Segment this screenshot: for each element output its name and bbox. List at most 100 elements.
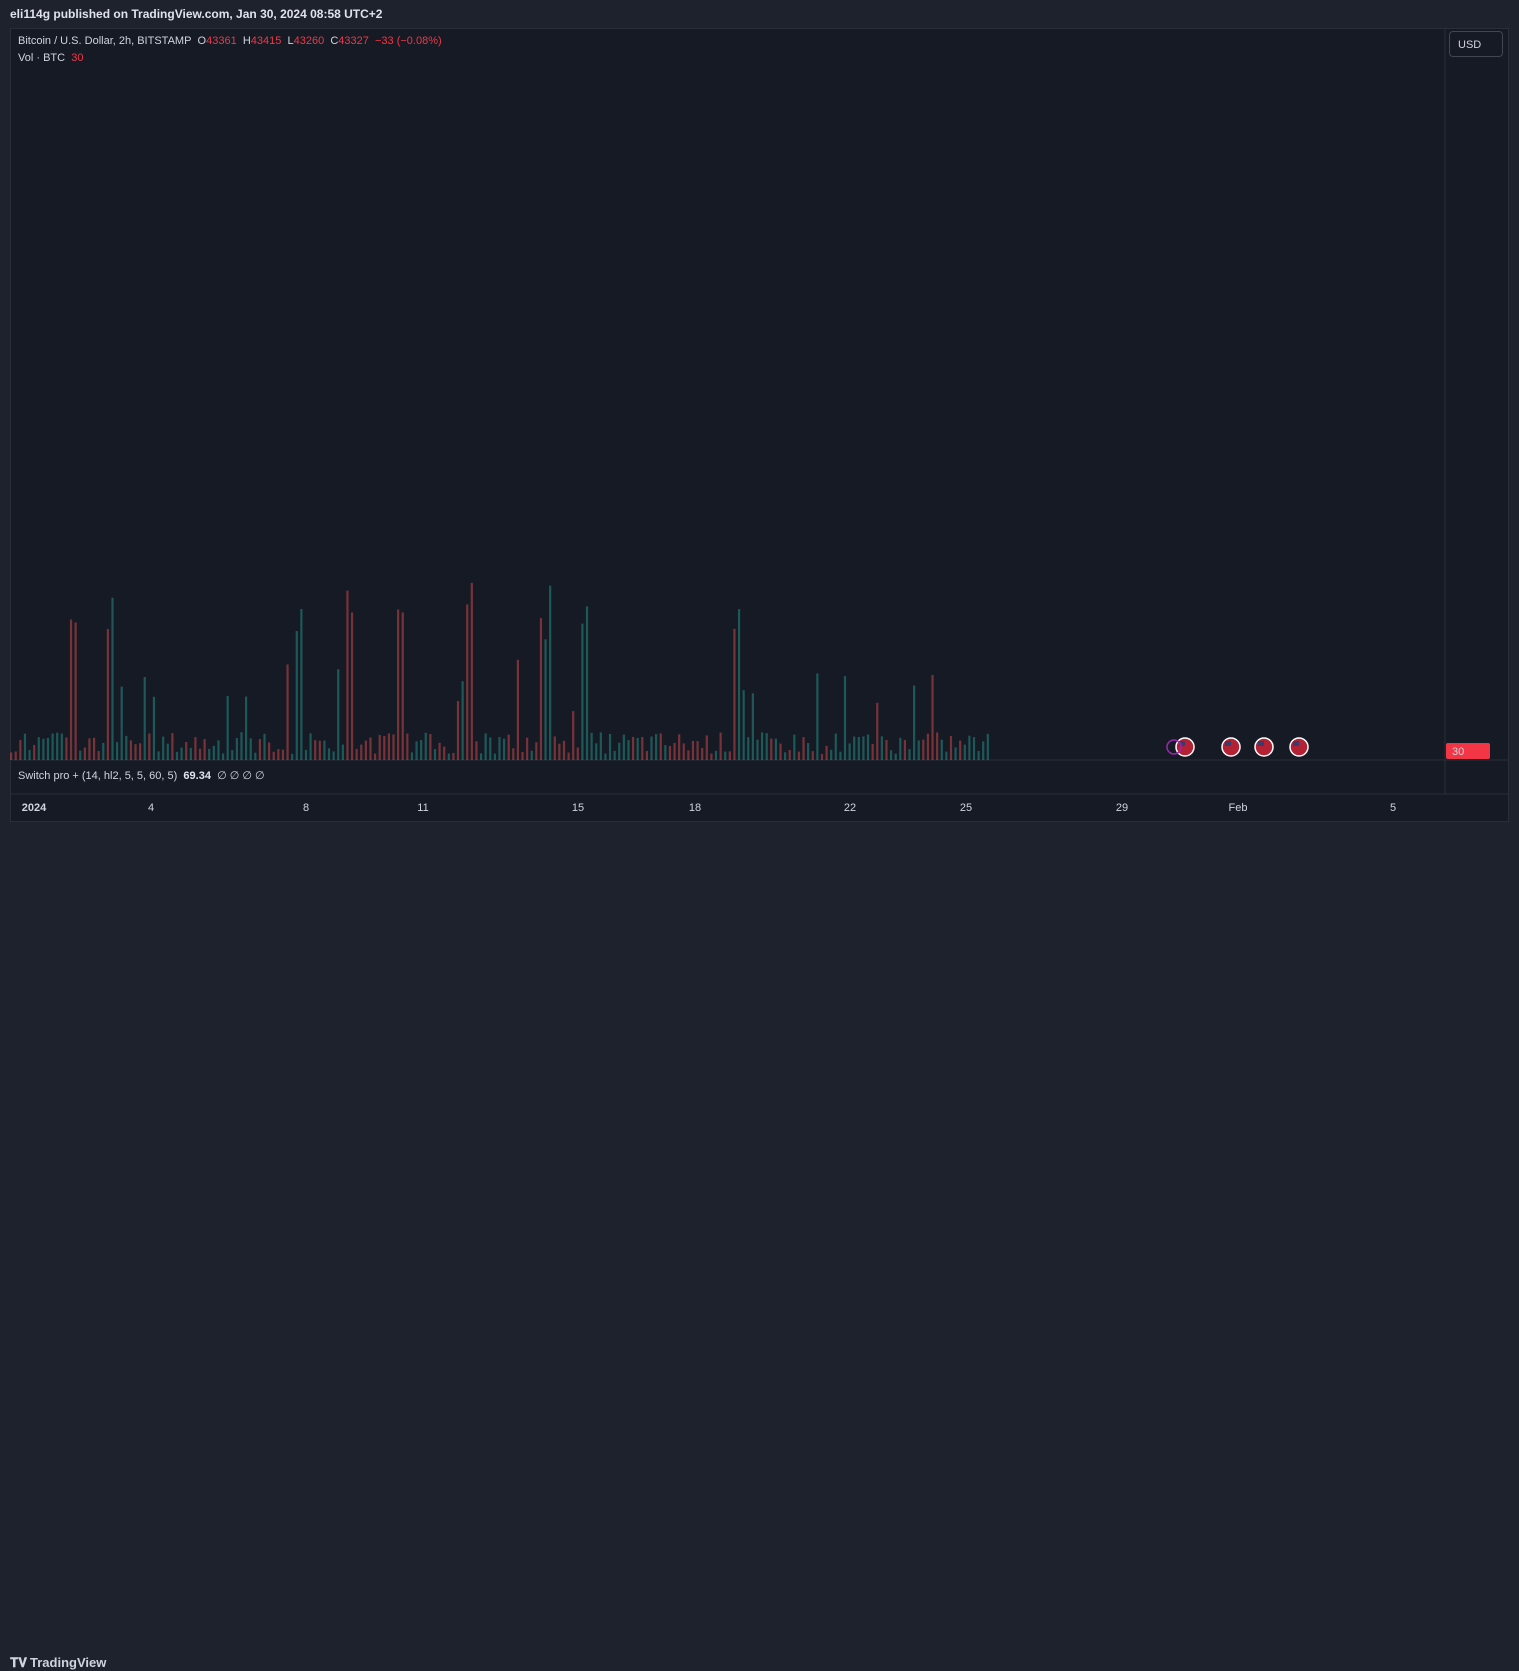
x-tick-label: 18 [689,802,701,814]
volume-bar [295,631,298,760]
volume-bar [106,629,109,760]
volume-bar [484,733,487,760]
volume-bar [69,619,73,760]
volume-bar [857,737,860,760]
volume-bar [139,743,142,760]
volume-bar [917,740,920,760]
volume-label: Vol · BTC [18,52,66,64]
price-tag [1446,743,1490,759]
x-tick-label: 22 [844,802,856,814]
volume-bar [972,737,976,760]
volume-bar [263,733,266,760]
volume-bar [668,745,672,760]
oscillator-legend: Switch pro + (14, hl2, 5, 5, 60, 5) 69.3… [18,769,265,782]
x-tick-label: 5 [1390,802,1396,814]
publisher-line: eli114g published on TradingView.com, Ja… [10,7,383,21]
volume-bar [83,747,86,760]
volume-bar [489,737,492,760]
volume-bar [903,739,906,760]
volume-bar [314,740,317,760]
volume-bar [784,752,787,760]
volume-bar [899,737,902,760]
volume-bar [217,740,220,760]
volume-bar [304,749,308,760]
volume-bar [664,745,667,760]
volume-bar [498,737,501,760]
volume-bar [493,753,496,760]
volume-bar [125,735,128,760]
volume-bar [148,733,151,760]
volume-bar [346,590,349,760]
top-bar: eli114g published on TradingView.com, Ja… [0,0,1519,28]
volume-bar [479,753,483,760]
volume-bar [940,739,943,760]
volume-bar [618,742,621,760]
price-chart[interactable]: 5000049000480004700046000450004400042000… [0,0,1519,857]
volume-bar [982,741,985,760]
volume-bar [968,735,971,760]
footer-bar: 𝐓𝐕 TradingView [0,823,1519,1670]
volume-bar [410,752,414,760]
volume-bar [143,676,146,760]
volume-bar [913,685,916,760]
volume-bar [424,732,427,760]
volume-bar [171,733,174,760]
volume-bar [281,749,285,760]
us-flag-canton-icon [1179,741,1185,746]
volume-bar [659,733,662,760]
oscillator-name: Switch pro + (14, hl2, 5, 5, 60, 5) [18,770,178,782]
volume-bar [392,734,395,760]
us-flag-canton-icon [1258,741,1264,746]
volume-bar [724,751,727,760]
volume-bar [438,742,441,760]
volume-bar [46,737,50,760]
volume-bar [595,743,598,760]
oscillator-nulls: ∅ ∅ ∅ ∅ [217,770,265,782]
volume-bar [516,659,520,760]
volume-bar [576,747,579,760]
volume-bar [691,740,695,760]
volume-bar [92,737,96,760]
volume-bar [369,737,372,760]
volume-bar [226,695,229,760]
x-tick-label: 4 [148,802,154,814]
volume-bar [254,752,257,760]
volume-bar [244,696,248,760]
volume-bar [889,750,893,760]
tradingview-logo[interactable]: 𝐓𝐕 TradingView [10,1655,106,1671]
x-tick-label: 11 [417,802,428,814]
volume-bar [10,752,13,760]
volume-bar [641,736,644,760]
volume-bar [23,733,27,760]
volume-bar [562,740,566,760]
volume-bar [115,742,119,760]
volume-bar [714,750,718,760]
change-value: −33 (−0.08%) [375,35,442,47]
volume-bar [56,732,59,760]
volume-bar [590,732,593,760]
volume-bar [240,732,243,760]
brand-name: TradingView [30,1655,107,1670]
tv-logo-icon: 𝐓𝐕 [10,1655,27,1670]
volume-bar [235,738,238,760]
volume-bar [839,751,842,760]
volume-bar [355,748,358,760]
volume-bar [760,732,764,760]
volume-bar [977,751,980,760]
volume-bar [530,750,533,760]
volume-bar [986,733,989,760]
volume-bar [97,751,100,760]
volume-bar [820,753,824,760]
volume-bar [175,751,179,760]
volume-bar [866,734,870,760]
volume-bar [645,751,649,760]
chart-panel[interactable] [10,28,1509,822]
volume-bar [74,622,77,760]
volume-bar [272,751,275,760]
volume-bar [908,749,911,760]
volume-bar [862,736,865,760]
volume-legend: Vol · BTC 30 [18,52,83,64]
volume-bar [894,753,897,760]
volume-bar [415,741,418,760]
currency-button[interactable]: USD [1449,31,1503,57]
